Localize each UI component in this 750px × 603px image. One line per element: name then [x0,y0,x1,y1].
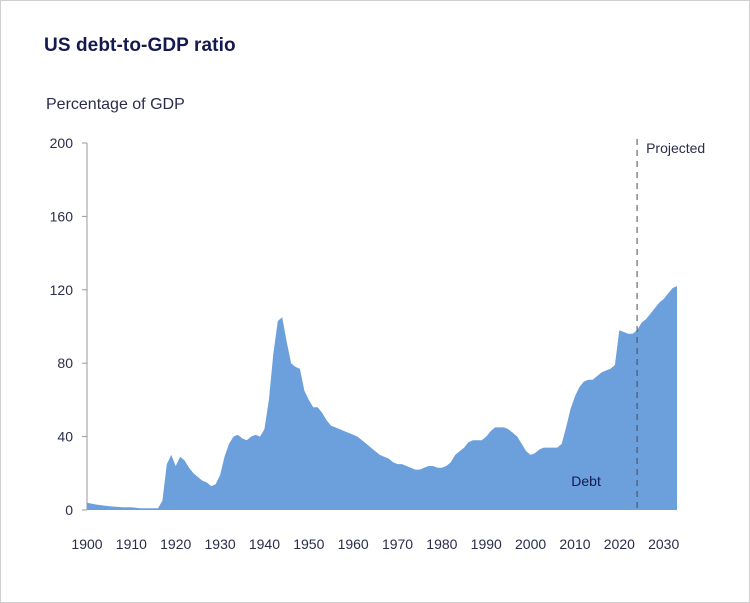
x-tick-label: 2010 [559,536,590,552]
label-layer: Debt Projected [571,139,705,510]
y-tick-label: 40 [57,429,73,445]
x-tick-label: 2020 [604,536,635,552]
x-tick-label: 1960 [338,536,369,552]
x-tick-label: 2000 [515,536,546,552]
x-tick-label: 1900 [71,536,102,552]
y-tick-label: 80 [57,355,73,371]
y-tick-label: 120 [50,282,74,298]
x-tick-label: 1990 [471,536,502,552]
chart-title: US debt-to-GDP ratio [44,35,236,56]
area-layer [87,286,677,510]
y-axis-label: Percentage of GDP [46,96,185,113]
series-label-debt: Debt [571,473,601,489]
x-tick-label: 1970 [382,536,413,552]
y-tick-label: 0 [65,502,73,518]
x-tick-label: 1910 [116,536,147,552]
y-tick-label: 160 [50,208,74,224]
axis-layer: 0 40 80 120 160 200 1900 1910 1920 1930 1940 1950 19… [50,135,680,552]
y-tick-label: 200 [50,135,74,151]
x-tick-label: 1940 [249,536,280,552]
x-tick-label: 2030 [648,536,679,552]
debt-area-series [87,286,677,510]
x-tick-label: 1930 [205,536,236,552]
x-tick-label: 1950 [293,536,324,552]
projected-label: Projected [646,140,705,156]
x-tick-label: 1920 [160,536,191,552]
x-tick-label: 1980 [426,536,457,552]
